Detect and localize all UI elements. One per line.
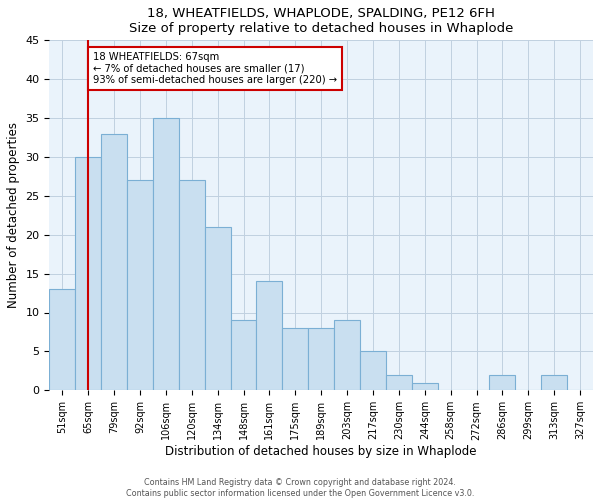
Text: Contains HM Land Registry data © Crown copyright and database right 2024.
Contai: Contains HM Land Registry data © Crown c… xyxy=(126,478,474,498)
Bar xyxy=(179,180,205,390)
Bar xyxy=(490,374,515,390)
Bar xyxy=(49,289,75,390)
Text: 18 WHEATFIELDS: 67sqm
← 7% of detached houses are smaller (17)
93% of semi-detac: 18 WHEATFIELDS: 67sqm ← 7% of detached h… xyxy=(94,52,337,85)
Title: 18, WHEATFIELDS, WHAPLODE, SPALDING, PE12 6FH
Size of property relative to detac: 18, WHEATFIELDS, WHAPLODE, SPALDING, PE1… xyxy=(129,7,514,35)
Y-axis label: Number of detached properties: Number of detached properties xyxy=(7,122,20,308)
Bar xyxy=(75,157,101,390)
Bar xyxy=(283,328,308,390)
Bar xyxy=(153,118,179,390)
Bar xyxy=(360,352,386,391)
Bar xyxy=(230,320,256,390)
Bar xyxy=(308,328,334,390)
Bar xyxy=(256,282,283,391)
Bar xyxy=(541,374,567,390)
Bar xyxy=(386,374,412,390)
X-axis label: Distribution of detached houses by size in Whaplode: Distribution of detached houses by size … xyxy=(166,445,477,458)
Bar xyxy=(334,320,360,390)
Bar xyxy=(412,382,438,390)
Bar xyxy=(205,227,230,390)
Bar xyxy=(127,180,153,390)
Bar xyxy=(101,134,127,390)
